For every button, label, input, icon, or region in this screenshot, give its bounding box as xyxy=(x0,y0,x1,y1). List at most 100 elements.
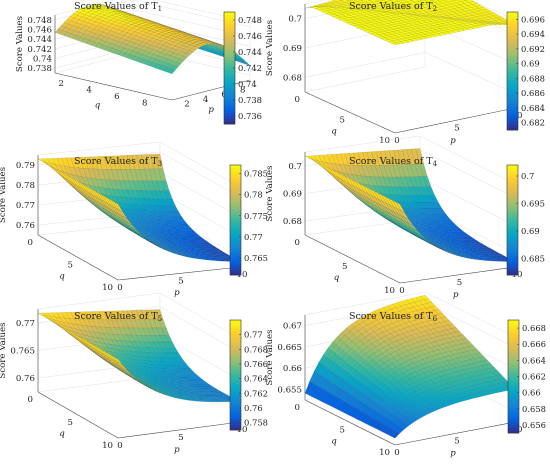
x-axis-label: p xyxy=(450,449,456,459)
colorbar-segment xyxy=(507,220,518,224)
colorbar-segment xyxy=(230,377,241,381)
colorbar-segment xyxy=(507,85,518,90)
colorbar-segment xyxy=(508,353,519,358)
colorbar-segment xyxy=(507,91,518,95)
z-tick-label: 0.66 xyxy=(283,364,302,374)
colorbar-segment xyxy=(507,211,518,215)
z-tick-label: 0.7 xyxy=(288,162,302,172)
colorbar-frame xyxy=(229,164,242,276)
colorbar-segment xyxy=(508,387,519,392)
colorbar-segment xyxy=(224,26,235,30)
colorbar-segment xyxy=(507,209,518,213)
colorbar-segment xyxy=(230,416,241,420)
colorbar-segment xyxy=(508,401,519,406)
y-tick-label: 0 xyxy=(28,238,33,248)
x-axis-line xyxy=(171,79,251,101)
colorbar-segment xyxy=(508,325,519,329)
colorbar-segment xyxy=(508,421,519,425)
surface-plot-svg-1: Score Values of T10.7380.740.7420.7440.7… xyxy=(15,0,262,125)
surface-plot-svg-3: Score Values of T3 0.76 0.77 0.78 0.79 Score … xyxy=(0,141,268,298)
colorbar-segment xyxy=(224,14,235,18)
colorbar-tick-label: 0.69 xyxy=(521,226,540,236)
surface-mesh xyxy=(37,153,241,262)
colorbar-segment xyxy=(224,31,235,35)
surface-plot-svg-4: Score Values of T4 0.68 0.69 0.7 Score Value… xyxy=(265,135,545,300)
colorbar-segment xyxy=(508,396,519,400)
chart-title: Score Values of T3 xyxy=(74,156,162,168)
colorbar-segment xyxy=(230,344,241,348)
z-tick-label: 0.79 xyxy=(16,161,35,171)
colorbar-segment xyxy=(507,189,518,193)
colorbar-segment xyxy=(230,419,241,423)
colorbar-segment xyxy=(224,73,235,77)
colorbar-segment xyxy=(508,399,519,403)
y-tick-label: 8 xyxy=(142,99,147,109)
colorbar-segment xyxy=(507,253,518,257)
x-tick-label: 0 xyxy=(399,286,404,296)
colorbar-tick-label: 0.688 xyxy=(521,73,545,83)
surface-cell xyxy=(391,42,400,46)
colorbar-segment xyxy=(507,88,518,93)
colorbar-segment xyxy=(230,388,241,392)
colorbar-segment xyxy=(507,44,518,48)
colorbar-tick-label: 0.768 xyxy=(244,344,268,354)
colorbar-segment xyxy=(224,68,235,72)
colorbar-tick-label: 0.738 xyxy=(238,95,262,105)
surface-mesh xyxy=(304,148,516,262)
x-axis-line xyxy=(399,266,516,284)
colorbar: 0.758 0.76 0.762 0.764 0.766 0.768 0.77 xyxy=(229,319,268,431)
z-tick-label: 0.7 xyxy=(288,15,302,25)
colorbar-segment xyxy=(507,264,518,268)
x-tick-label: 5 xyxy=(178,277,183,287)
colorbar-tick-label: 0.684 xyxy=(521,103,545,113)
x-axis-line xyxy=(394,421,516,446)
chart-title: Score Values of T5 xyxy=(74,311,162,323)
colorbar-segment xyxy=(230,366,241,370)
colorbar-segment xyxy=(224,40,235,44)
colorbar-segment xyxy=(230,217,241,221)
colorbar-segment xyxy=(230,272,241,276)
colorbar-segment xyxy=(230,427,241,431)
colorbar-segment xyxy=(507,59,518,63)
colorbar-segment xyxy=(230,244,241,248)
colorbar-segment xyxy=(507,269,518,273)
z-tick-label: 0.77 xyxy=(16,201,35,211)
colorbar-segment xyxy=(224,42,235,46)
colorbar-segment xyxy=(507,79,518,84)
x-tick-label: 10 xyxy=(237,270,248,280)
colorbar-segment xyxy=(230,173,241,177)
colorbar-segment xyxy=(224,96,235,100)
colorbar-tick-label: 0.658 xyxy=(522,404,546,414)
y-tick-label: 5 xyxy=(340,426,345,436)
colorbar-segment xyxy=(507,124,518,128)
colorbar-segment xyxy=(508,331,519,335)
colorbar-segment xyxy=(507,94,518,98)
colorbar-segment xyxy=(507,167,518,171)
colorbar-segment xyxy=(224,84,235,88)
colorbar-segment xyxy=(508,362,519,366)
colorbar-segment xyxy=(507,56,518,60)
colorbar-segment xyxy=(508,427,519,431)
colorbar-segment xyxy=(224,20,235,24)
colorbar-segment xyxy=(507,106,518,110)
colorbar-segment xyxy=(224,115,235,119)
colorbar-tick-label: 0.694 xyxy=(521,29,545,39)
colorbar-segment xyxy=(508,370,519,375)
colorbar-segment xyxy=(230,170,241,174)
colorbar-segment xyxy=(230,247,241,251)
colorbar-segment xyxy=(507,244,518,248)
colorbar-segment xyxy=(508,322,519,327)
surface-cell xyxy=(114,357,123,366)
colorbar-segment xyxy=(224,70,235,74)
colorbar-segment xyxy=(230,167,241,171)
colorbar-segment xyxy=(508,376,519,380)
colorbar-tick-label: 0.765 xyxy=(244,253,268,263)
colorbar-segment xyxy=(230,405,241,409)
colorbar-segment xyxy=(507,181,518,185)
colorbar-segment xyxy=(230,269,241,273)
y-tick-label: 10 xyxy=(102,441,113,451)
colorbar-segment xyxy=(230,375,241,379)
z-tick-label: 0.68 xyxy=(283,217,302,227)
colorbar-segment xyxy=(507,236,518,240)
colorbar-segment xyxy=(224,23,235,27)
